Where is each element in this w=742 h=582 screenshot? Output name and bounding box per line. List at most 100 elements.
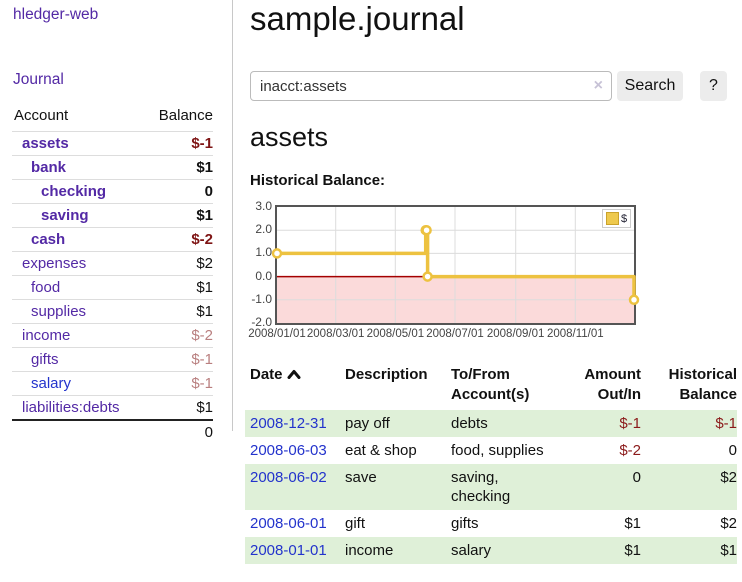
transaction-balance: $2 bbox=[720, 469, 737, 486]
chart-plot bbox=[271, 205, 640, 325]
transaction-description: income bbox=[345, 542, 394, 559]
account-balance: $1 bbox=[152, 203, 213, 228]
account-balance: $1 bbox=[152, 275, 213, 300]
account-link[interactable]: assets bbox=[22, 135, 69, 152]
account-balance: 0 bbox=[152, 179, 213, 204]
account-link[interactable]: expenses bbox=[22, 255, 87, 272]
account-row: cash $-2 bbox=[12, 227, 213, 252]
account-balance: $-2 bbox=[152, 323, 213, 348]
accounts-header-account: Account bbox=[14, 107, 69, 124]
x-tick-label: 2008/01/01 bbox=[248, 328, 306, 340]
transaction-amount: $1 bbox=[624, 515, 641, 532]
account-link[interactable]: food bbox=[31, 279, 61, 296]
clear-search-icon[interactable]: × bbox=[593, 77, 603, 94]
transaction-amount: $1 bbox=[624, 542, 641, 559]
register-table-body: 2008-12-31 pay off debts $-1 $-1 2008-06-03 ea… bbox=[245, 410, 737, 564]
help-button[interactable]: ? bbox=[700, 71, 727, 101]
register-header-row: Date Description To/From Account(s) Amou… bbox=[245, 357, 737, 410]
transaction-accounts: salary bbox=[451, 542, 492, 559]
transaction-date-link[interactable]: 2008-06-03 bbox=[250, 442, 327, 459]
transaction-accounts: food, supplies bbox=[451, 442, 544, 459]
x-tick-label: 2008/07/01 bbox=[426, 328, 484, 340]
chart-y-axis-labels: 3.0 2.0 1.0 0.0 -1.0 -2.0 bbox=[240, 199, 272, 329]
chart-legend: $ bbox=[602, 209, 632, 228]
account-row: supplies $1 bbox=[12, 299, 213, 324]
account-link[interactable]: saving bbox=[41, 207, 89, 224]
account-row: assets $-1 bbox=[12, 131, 213, 156]
transaction-date-link[interactable]: 2008-06-01 bbox=[250, 515, 327, 532]
y-tick-label: 1.0 bbox=[255, 245, 272, 260]
transaction-balance: 0 bbox=[728, 442, 737, 459]
search-bar: × Search ? bbox=[250, 71, 742, 101]
transaction-accounts: gifts bbox=[451, 515, 479, 532]
transaction-row: 2008-06-03 eat & shop food, supplies $-2 0 bbox=[245, 437, 737, 464]
search-input-wrap: × bbox=[250, 71, 612, 101]
transaction-description: save bbox=[345, 469, 377, 486]
page-title: sample.journal bbox=[250, 0, 465, 37]
account-row: food $1 bbox=[12, 275, 213, 300]
column-header-date[interactable]: Date bbox=[245, 357, 345, 410]
account-balance: $1 bbox=[152, 299, 213, 324]
transaction-balance: $-1 bbox=[715, 415, 737, 432]
search-button[interactable]: Search bbox=[617, 71, 683, 101]
transaction-row: 2008-06-02 save saving, checking 0 $2 bbox=[245, 464, 737, 510]
account-balance: $2 bbox=[152, 251, 213, 276]
x-tick-label: 2008/11/01 bbox=[546, 328, 604, 340]
transaction-description: eat & shop bbox=[345, 442, 417, 459]
account-balance: $-1 bbox=[152, 131, 213, 156]
x-tick-label: 2008/05/01 bbox=[366, 328, 425, 340]
chart-x-axis-labels: 2008/01/01 2008/03/01 2008/05/01 2008/07/01… bbox=[248, 328, 634, 342]
account-balance: $-1 bbox=[152, 371, 213, 396]
transaction-date-link[interactable]: 2008-12-31 bbox=[250, 415, 327, 432]
account-row: checking 0 bbox=[12, 179, 213, 204]
transaction-description: pay off bbox=[345, 415, 390, 432]
transaction-amount: 0 bbox=[632, 469, 641, 486]
accounts-header-balance: Balance bbox=[158, 107, 213, 124]
transaction-row: 2008-12-31 pay off debts $-1 $-1 bbox=[245, 410, 737, 437]
register-table: Date Description To/From Account(s) Amou… bbox=[245, 357, 737, 564]
accounts-header-row: Account Balance bbox=[12, 104, 213, 132]
accounts-total-spacer bbox=[12, 419, 152, 444]
x-tick-label: 2008/03/01 bbox=[306, 328, 365, 340]
transaction-amount: $-2 bbox=[619, 442, 641, 459]
transaction-description: gift bbox=[345, 515, 366, 532]
sidebar-item-journal[interactable]: Journal bbox=[13, 71, 64, 88]
account-link[interactable]: income bbox=[22, 327, 71, 344]
account-row: bank $1 bbox=[12, 155, 213, 180]
y-tick-label: -1.0 bbox=[251, 291, 272, 306]
account-link[interactable]: gifts bbox=[31, 351, 59, 368]
accounts-table-body: assets $-1 bank $1 checking 0 saving $1 cash $-2 e… bbox=[12, 131, 213, 420]
legend-label: $ bbox=[621, 212, 628, 225]
legend-swatch-icon bbox=[606, 212, 619, 225]
account-balance: $-2 bbox=[152, 227, 213, 252]
account-row: liabilities:debts $1 bbox=[12, 395, 213, 420]
y-tick-label: -2.0 bbox=[251, 315, 272, 329]
transaction-date-link[interactable]: 2008-01-01 bbox=[250, 542, 327, 559]
sidebar-divider bbox=[232, 0, 233, 431]
transaction-balance: $2 bbox=[720, 515, 737, 532]
transaction-accounts: debts bbox=[451, 415, 488, 432]
account-balance: $-1 bbox=[152, 347, 213, 372]
accounts-total-value: 0 bbox=[152, 419, 213, 444]
account-link[interactable]: liabilities:debts bbox=[22, 399, 120, 416]
account-link[interactable]: supplies bbox=[31, 303, 87, 320]
account-link[interactable]: cash bbox=[31, 231, 66, 248]
x-tick-label: 2008/09/01 bbox=[486, 328, 545, 340]
account-heading: assets bbox=[250, 122, 329, 152]
transaction-date-link[interactable]: 2008-06-02 bbox=[250, 469, 327, 486]
account-link[interactable]: salary bbox=[31, 375, 72, 392]
account-row: salary $-1 bbox=[12, 371, 213, 396]
account-link[interactable]: bank bbox=[31, 159, 67, 176]
column-header-accounts: To/From Account(s) bbox=[451, 366, 530, 403]
sort-ascending-icon bbox=[287, 365, 301, 385]
transaction-balance: $1 bbox=[720, 542, 737, 559]
account-link[interactable]: checking bbox=[41, 183, 107, 200]
main-content: sample.journal × Search ? assets Histori… bbox=[245, 0, 742, 582]
app-title-link[interactable]: hledger-web bbox=[13, 6, 99, 23]
search-input[interactable] bbox=[250, 71, 612, 101]
account-balance: $1 bbox=[152, 155, 213, 180]
transaction-row: 2008-01-01 income salary $1 $1 bbox=[245, 537, 737, 564]
column-header-balance: Historical Balance bbox=[668, 366, 737, 403]
accounts-total-row: 0 bbox=[12, 419, 213, 444]
transaction-row: 2008-06-01 gift gifts $1 $2 bbox=[245, 510, 737, 537]
